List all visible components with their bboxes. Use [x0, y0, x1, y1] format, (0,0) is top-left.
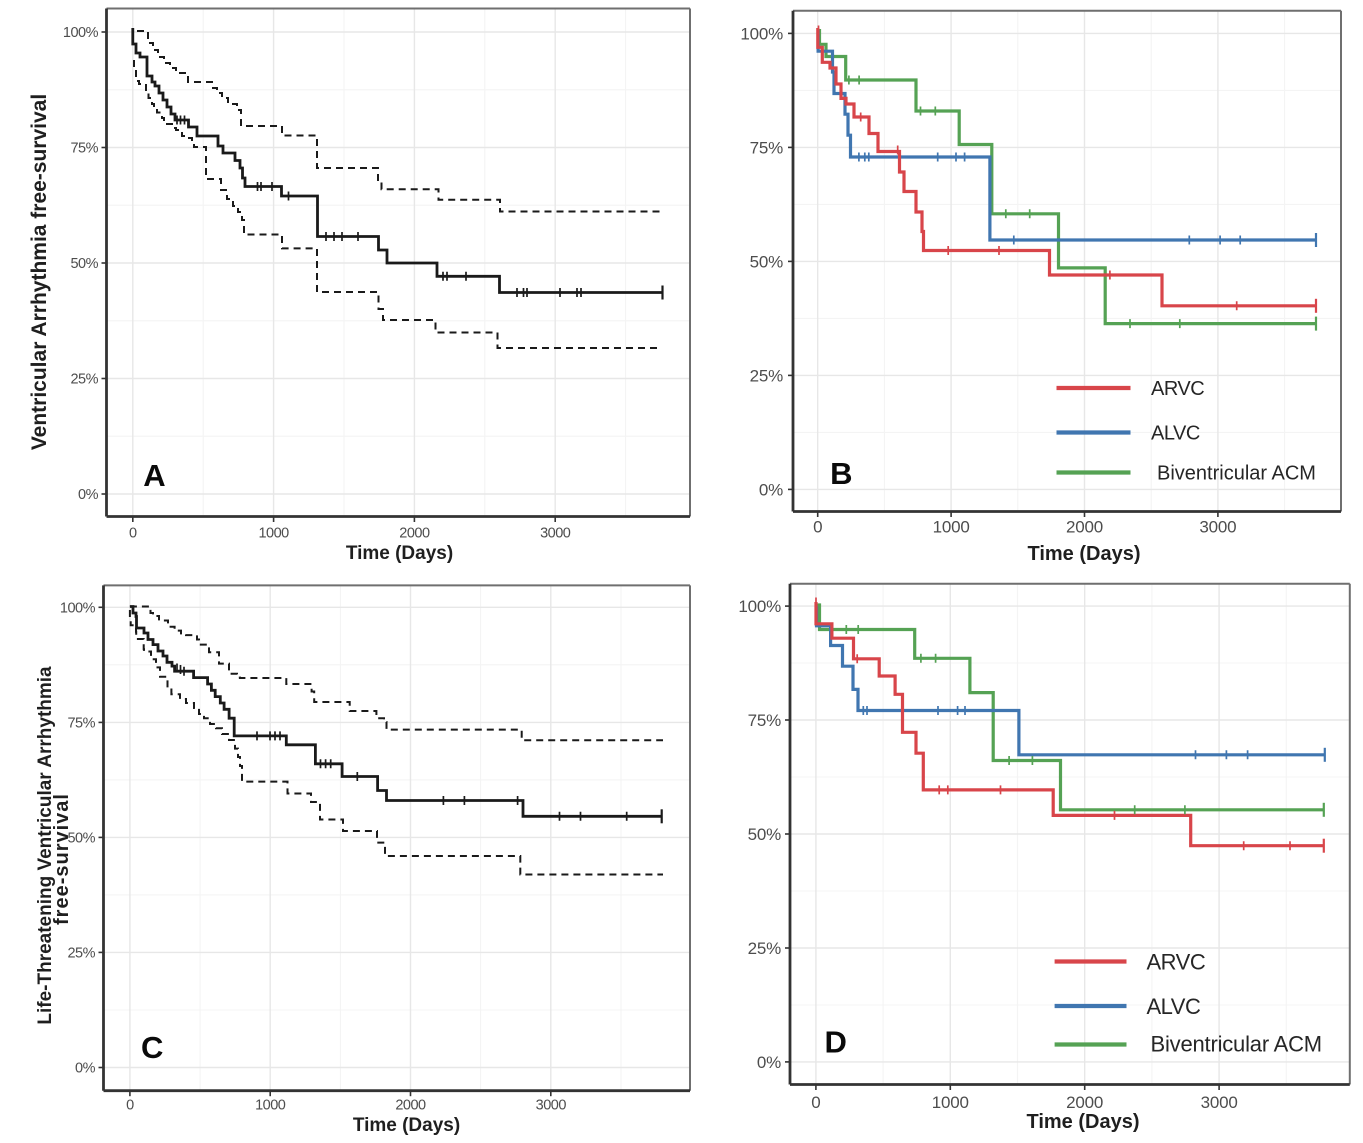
svg-text:free-survival: free-survival	[51, 793, 73, 925]
svg-text:Ventricular Arrhythmia free-su: Ventricular Arrhythmia free-survival	[28, 94, 51, 450]
svg-text:100%: 100%	[738, 597, 781, 616]
svg-text:A: A	[143, 458, 165, 493]
svg-text:3000: 3000	[1199, 518, 1236, 537]
svg-text:Time (Days): Time (Days)	[353, 1115, 460, 1136]
svg-text:ARVC: ARVC	[1147, 950, 1206, 975]
svg-text:75%: 75%	[67, 716, 95, 732]
svg-text:Life-Threatening Ventricular A: Life-Threatening Ventricular Arrhythmia	[35, 666, 56, 1025]
svg-text:75%: 75%	[748, 711, 782, 730]
svg-text:50%: 50%	[748, 825, 782, 844]
svg-text:1000: 1000	[258, 526, 289, 542]
svg-text:100%: 100%	[740, 24, 783, 43]
svg-text:3000: 3000	[536, 1097, 567, 1113]
svg-text:0: 0	[813, 518, 822, 537]
svg-text:25%: 25%	[70, 372, 98, 388]
svg-text:100%: 100%	[60, 600, 96, 616]
svg-text:1000: 1000	[933, 518, 970, 537]
svg-text:1000: 1000	[932, 1093, 969, 1112]
svg-text:0%: 0%	[75, 1061, 96, 1077]
svg-text:Time (Days): Time (Days)	[346, 543, 453, 564]
svg-text:Biventricular ACM: Biventricular ACM	[1157, 463, 1316, 485]
svg-text:3000: 3000	[540, 526, 571, 542]
svg-text:Time (Days): Time (Days)	[1026, 1111, 1139, 1133]
svg-text:C: C	[141, 1030, 163, 1065]
svg-text:50%: 50%	[750, 252, 784, 271]
svg-text:ALVC: ALVC	[1147, 994, 1201, 1019]
svg-text:0: 0	[126, 1097, 134, 1113]
svg-text:2000: 2000	[1066, 518, 1103, 537]
svg-text:1000: 1000	[255, 1097, 286, 1113]
svg-text:B: B	[830, 456, 852, 491]
svg-text:50%: 50%	[70, 256, 98, 272]
svg-text:25%: 25%	[67, 946, 95, 962]
svg-text:Time (Days): Time (Days)	[1027, 543, 1140, 565]
svg-text:25%: 25%	[748, 939, 782, 958]
svg-text:0: 0	[811, 1093, 820, 1112]
svg-text:0%: 0%	[78, 487, 99, 503]
svg-text:25%: 25%	[750, 366, 784, 385]
svg-text:75%: 75%	[750, 138, 784, 157]
svg-text:2000: 2000	[1066, 1093, 1103, 1112]
svg-text:D: D	[825, 1025, 847, 1060]
svg-text:50%: 50%	[67, 831, 95, 847]
svg-text:0%: 0%	[757, 1053, 781, 1072]
svg-text:0: 0	[129, 526, 137, 542]
svg-text:Biventricular ACM: Biventricular ACM	[1151, 1032, 1322, 1057]
svg-text:ALVC: ALVC	[1151, 423, 1200, 445]
svg-text:100%: 100%	[63, 25, 99, 41]
svg-text:ARVC: ARVC	[1151, 378, 1204, 400]
svg-text:2000: 2000	[399, 526, 430, 542]
svg-text:2000: 2000	[395, 1097, 426, 1113]
svg-text:3000: 3000	[1201, 1093, 1238, 1112]
svg-text:0%: 0%	[759, 480, 783, 499]
svg-text:75%: 75%	[70, 141, 98, 157]
